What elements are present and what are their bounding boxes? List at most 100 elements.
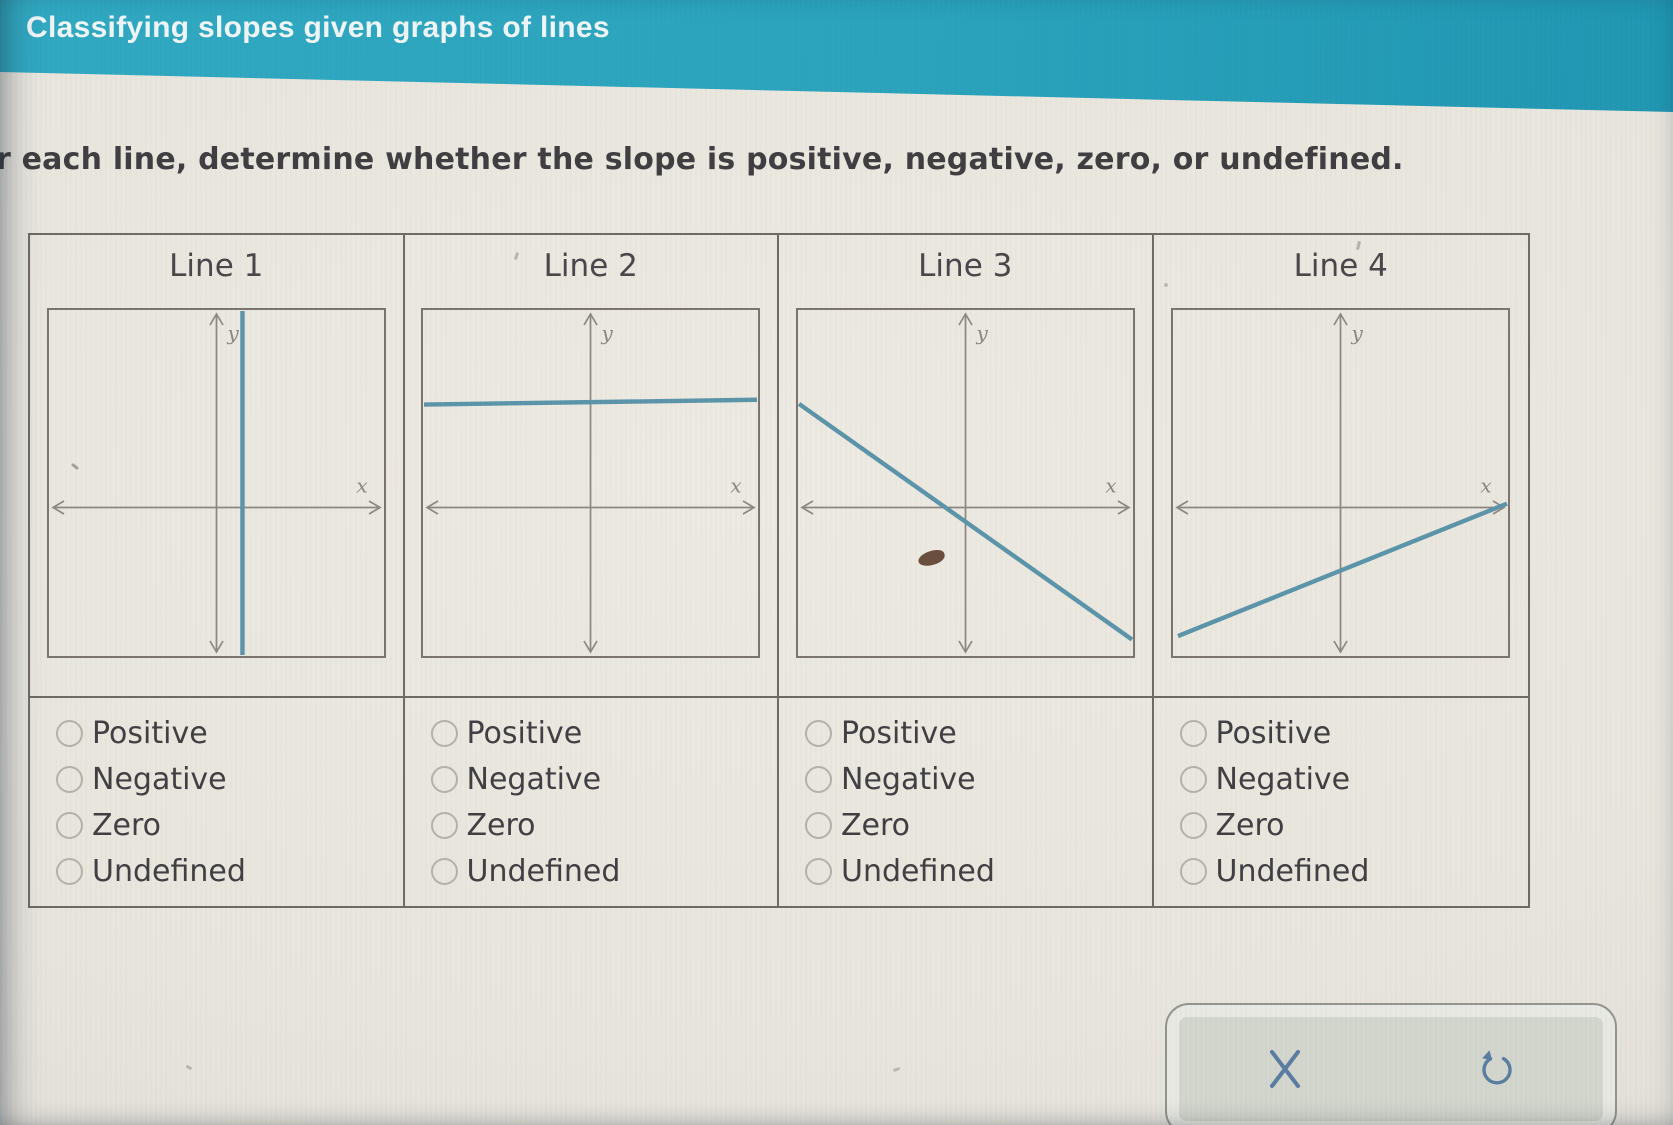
radio-button[interactable]: [56, 719, 83, 747]
radio-button[interactable]: [805, 811, 832, 839]
line3-option-zero[interactable]: Zero: [805, 802, 1152, 848]
radio-option-label: Undefined: [92, 853, 246, 889]
graph-border: [795, 308, 1135, 658]
answer-toolbar: [1165, 1003, 1617, 1125]
radio-button[interactable]: [1179, 765, 1207, 793]
close-icon: [1270, 1050, 1300, 1088]
line-2-title: Line 2: [543, 248, 638, 284]
y-axis-label: y: [601, 321, 614, 345]
x-axis-label: x: [1105, 474, 1116, 498]
x-axis-right-arrow: [1492, 500, 1506, 515]
line3-option-undefined[interactable]: Undefined: [805, 848, 1152, 894]
radio-option-label: Positive: [466, 715, 583, 751]
line2-option-positive[interactable]: Positive: [430, 710, 778, 756]
y-axis-bottom-arrow: [1333, 640, 1348, 654]
instruction-text: r each line, determine whether the slope…: [0, 142, 1404, 177]
x-axis-right-arrow: [742, 500, 756, 515]
radio-option-label: Zero: [1215, 807, 1285, 843]
line1-option-zero[interactable]: Zero: [56, 802, 403, 848]
line2-option-undefined[interactable]: Undefined: [430, 848, 778, 894]
line-3-title: Line 3: [918, 248, 1013, 284]
line1-option-negative[interactable]: Negative: [56, 756, 403, 802]
y-axis-top-arrow: [583, 312, 598, 326]
radio-button[interactable]: [1179, 811, 1207, 839]
undo-button[interactable]: [1452, 1034, 1542, 1104]
line-3-graph: xy: [795, 308, 1135, 658]
line-2-graph: xy: [421, 308, 761, 658]
line-4-options: Positive Negative Zero Undefined: [1154, 698, 1529, 906]
line4-option-zero[interactable]: Zero: [1179, 802, 1529, 848]
graph-border: [421, 308, 761, 658]
radio-button[interactable]: [430, 719, 458, 747]
y-axis-label: y: [975, 321, 988, 345]
y-axis-bottom-arrow: [583, 640, 598, 654]
line1-option-undefined[interactable]: Undefined: [56, 848, 403, 894]
line-1-options: Positive Negative Zero Undefined: [30, 698, 405, 906]
radio-button[interactable]: [805, 857, 832, 885]
radio-option-label: Zero: [92, 807, 162, 843]
answer-toolbar-inner: [1179, 1017, 1603, 1121]
x-axis-label: x: [731, 474, 742, 498]
radio-button[interactable]: [1179, 719, 1207, 747]
plotted-line-horizontal: [424, 397, 758, 407]
line3-option-negative[interactable]: Negative: [805, 756, 1152, 802]
radio-button[interactable]: [805, 719, 832, 747]
y-axis-top-arrow: [209, 312, 224, 326]
x-axis-left-arrow: [51, 500, 65, 515]
x-axis-left-arrow: [800, 500, 814, 515]
undo-icon: [1482, 1050, 1512, 1085]
y-axis-top-arrow: [1333, 312, 1348, 326]
line1-option-positive[interactable]: Positive: [56, 710, 403, 756]
line-1-graph: xy: [46, 308, 386, 658]
radio-option-label: Positive: [841, 715, 957, 751]
line2-option-negative[interactable]: Negative: [430, 756, 778, 802]
plotted-line-positive: [1177, 501, 1509, 639]
line-3-options: Positive Negative Zero Undefined: [779, 698, 1154, 906]
y-axis-bottom-arrow: [958, 640, 973, 654]
page-title: Classifying slopes given graphs of lines: [26, 11, 610, 44]
radio-option-label: Zero: [841, 807, 911, 843]
graph-border: [1171, 308, 1511, 658]
plotted-line-negative: [797, 402, 1134, 642]
radio-button[interactable]: [805, 765, 832, 793]
x-axis-label: x: [356, 474, 367, 498]
line3-option-positive[interactable]: Positive: [805, 710, 1152, 756]
radio-button[interactable]: [430, 857, 458, 885]
clear-answer-button[interactable]: [1240, 1034, 1330, 1104]
radio-option-label: Negative: [841, 761, 976, 797]
title-bar: Classifying slopes given graphs of lines: [0, 0, 1673, 112]
line-1-title: Line 1: [169, 248, 264, 284]
radio-button[interactable]: [56, 857, 83, 885]
x-axis-left-arrow: [425, 500, 439, 515]
radio-button[interactable]: [430, 765, 458, 793]
radio-option-label: Undefined: [841, 853, 995, 889]
line-4-graph: xy: [1171, 308, 1511, 658]
x-axis-right-arrow: [1117, 500, 1131, 515]
radio-button[interactable]: [56, 811, 83, 839]
line4-option-negative[interactable]: Negative: [1179, 756, 1529, 802]
line-4-title: Line 4: [1293, 248, 1388, 284]
radio-button[interactable]: [56, 765, 83, 793]
line2-option-zero[interactable]: Zero: [430, 802, 778, 848]
radio-option-label: Negative: [466, 761, 602, 797]
y-axis-bottom-arrow: [209, 640, 224, 654]
radio-button[interactable]: [1179, 857, 1207, 885]
photo-speck: [892, 1066, 901, 1073]
radio-option-label: Negative: [1215, 761, 1351, 797]
x-axis-left-arrow: [1175, 500, 1189, 515]
y-axis-top-arrow: [958, 312, 973, 326]
radio-option-label: Undefined: [466, 853, 621, 889]
y-axis-label: y: [1351, 321, 1364, 345]
radio-option-label: Undefined: [1215, 853, 1370, 889]
line4-option-undefined[interactable]: Undefined: [1179, 848, 1529, 894]
line4-option-positive[interactable]: Positive: [1179, 710, 1529, 756]
y-axis-label: y: [226, 321, 239, 345]
graph-border: [46, 308, 386, 658]
radio-button[interactable]: [430, 811, 458, 839]
